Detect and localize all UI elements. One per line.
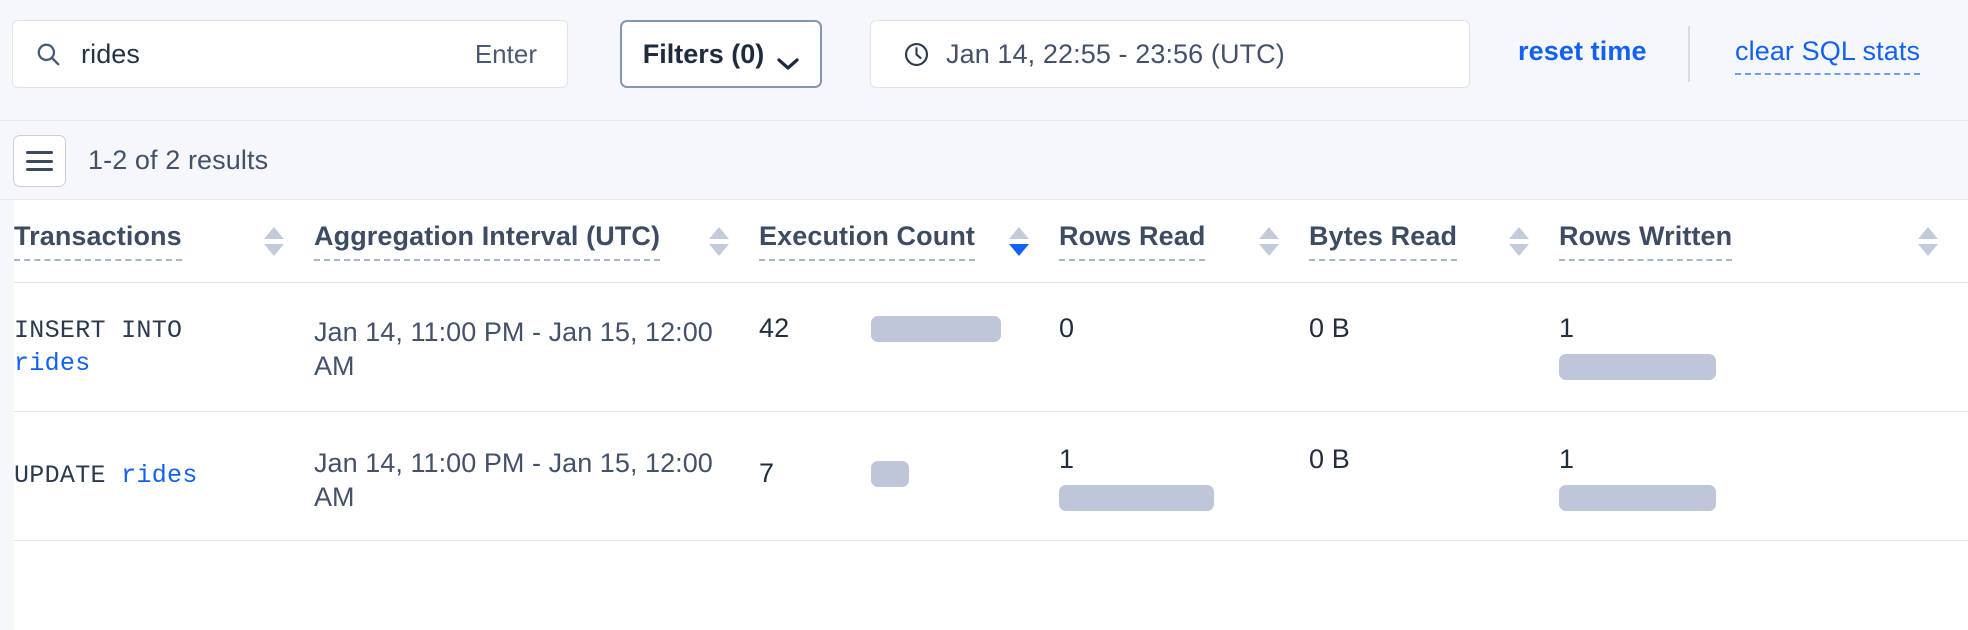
column-label: Rows Read (1059, 221, 1206, 261)
caret-up-icon (1009, 226, 1029, 239)
chevron-down-icon (777, 47, 799, 70)
execution-count-bar (871, 315, 1001, 342)
caret-up-icon (264, 226, 284, 239)
bytes-read-value: 0 B (1309, 313, 1350, 343)
sql-stats-table: Transactions Aggregation Interval (UTC) (14, 200, 1968, 541)
search-input[interactable]: rides Enter (12, 20, 568, 88)
execution-count-bar (871, 460, 909, 487)
sort-toggle-aggregation-interval[interactable] (709, 226, 729, 256)
rows-read-bar (1059, 485, 1214, 511)
filters-button[interactable]: Filters (0) (620, 20, 822, 88)
columns-selector-button[interactable] (13, 135, 66, 187)
column-header-rows-written[interactable]: Rows Written (1559, 200, 1968, 283)
caret-down-icon (264, 243, 284, 256)
cell-execution-count: 42 (759, 282, 1059, 412)
execution-count-value: 42 (759, 313, 790, 343)
rows-read-metric: 0 (1059, 315, 1283, 380)
rows-read-metric: 1 (1059, 446, 1283, 511)
clear-sql-stats-link[interactable]: clear SQL stats (1735, 36, 1921, 75)
execution-count-value: 7 (759, 458, 775, 488)
cell-transactions: UPDATE rides (14, 411, 314, 541)
sort-toggle-transactions[interactable] (264, 226, 284, 256)
rows-written-value: 1 (1559, 313, 1575, 343)
cell-bytes-read: 0 B (1309, 411, 1559, 541)
sql-statement-match: rides (121, 461, 198, 490)
reset-time-link[interactable]: reset time (1518, 36, 1647, 66)
caret-up-icon (709, 226, 729, 239)
search-value[interactable]: rides (81, 38, 141, 69)
results-count-label: 1-2 of 2 results (88, 145, 269, 175)
sort-toggle-execution-count[interactable] (1009, 226, 1029, 256)
cell-transactions: INSERT INTO rides (14, 282, 314, 412)
rows-written-bar (1559, 354, 1716, 380)
rows-written-metric: 1 (1559, 315, 1942, 380)
rows-read-value: 1 (1059, 444, 1075, 474)
caret-down-icon (1259, 243, 1279, 256)
sql-statement-match: rides (14, 348, 91, 378)
sort-toggle-rows-written[interactable] (1918, 226, 1938, 256)
bytes-read-metric: 0 B (1309, 315, 1533, 342)
sql-statement-prefix: UPDATE (14, 461, 106, 490)
column-label: Rows Written (1559, 221, 1733, 261)
cell-rows-read: 0 (1059, 282, 1309, 412)
time-range-label: Jan 14, 22:55 - 23:56 (UTC) (946, 38, 1285, 69)
caret-up-icon (1509, 226, 1529, 239)
caret-down-icon (1009, 243, 1029, 256)
time-range-picker[interactable]: Jan 14, 22:55 - 23:56 (UTC) (870, 20, 1470, 88)
sort-toggle-rows-read[interactable] (1259, 226, 1279, 256)
execution-count-metric: 7 (759, 460, 1033, 487)
cell-rows-read: 1 (1059, 411, 1309, 541)
column-label: Transactions (14, 221, 182, 261)
bytes-read-value: 0 B (1309, 444, 1350, 474)
column-label: Aggregation Interval (UTC) (314, 221, 661, 261)
bytes-read-metric: 0 B (1309, 446, 1533, 473)
caret-down-icon (709, 243, 729, 256)
column-label: Bytes Read (1309, 221, 1458, 261)
rows-written-bar (1559, 485, 1716, 511)
table-left-strip (0, 200, 14, 630)
aggregation-interval-value: Jan 14, 11:00 PM - Jan 15, 12:00 AM (314, 317, 713, 382)
column-header-bytes-read[interactable]: Bytes Read (1309, 200, 1559, 283)
rows-read-value: 0 (1059, 313, 1075, 343)
cell-execution-count: 7 (759, 411, 1059, 541)
sort-toggle-bytes-read[interactable] (1509, 226, 1529, 256)
column-header-transactions[interactable]: Transactions (14, 200, 314, 283)
caret-up-icon (1259, 226, 1279, 239)
aggregation-interval-value: Jan 14, 11:00 PM - Jan 15, 12:00 AM (314, 448, 713, 513)
search-enter-hint: Enter (466, 34, 545, 74)
cell-bytes-read: 0 B (1309, 282, 1559, 412)
column-label: Execution Count (759, 221, 975, 261)
cell-aggregation-interval: Jan 14, 11:00 PM - Jan 15, 12:00 AM (314, 411, 759, 541)
search-icon (35, 41, 61, 67)
execution-count-metric: 42 (759, 315, 1033, 342)
cell-aggregation-interval: Jan 14, 11:00 PM - Jan 15, 12:00 AM (314, 282, 759, 412)
toolbar: rides Enter Filters (0) Jan 14, 22:55 - … (0, 0, 1968, 121)
column-header-aggregation-interval[interactable]: Aggregation Interval (UTC) (314, 200, 759, 283)
rows-written-metric: 1 (1559, 446, 1942, 511)
clock-icon (903, 41, 930, 68)
cell-rows-written: 1 (1559, 282, 1968, 412)
results-bar: 1-2 of 2 results (0, 121, 1968, 199)
table-row[interactable]: UPDATE rides Jan 14, 11:00 PM - Jan 15, … (14, 411, 1968, 541)
sql-stats-table-wrapper: Transactions Aggregation Interval (UTC) (0, 199, 1968, 630)
caret-down-icon (1509, 243, 1529, 256)
sql-statement[interactable]: INSERT INTO rides (14, 316, 182, 378)
column-header-rows-read[interactable]: Rows Read (1059, 200, 1309, 283)
cell-rows-written: 1 (1559, 411, 1968, 541)
toolbar-divider (1688, 26, 1690, 82)
table-header-row: Transactions Aggregation Interval (UTC) (14, 200, 1968, 283)
sql-statement-prefix: INSERT INTO (14, 316, 183, 345)
rows-written-value: 1 (1559, 444, 1575, 474)
hamburger-icon (26, 151, 53, 171)
caret-up-icon (1918, 226, 1938, 239)
caret-down-icon (1918, 243, 1938, 256)
table-row[interactable]: INSERT INTO rides Jan 14, 11:00 PM - Jan … (14, 282, 1968, 412)
sql-statement[interactable]: UPDATE rides (14, 461, 198, 490)
filters-label: Filters (0) (642, 38, 765, 69)
column-header-execution-count[interactable]: Execution Count (759, 200, 1059, 283)
